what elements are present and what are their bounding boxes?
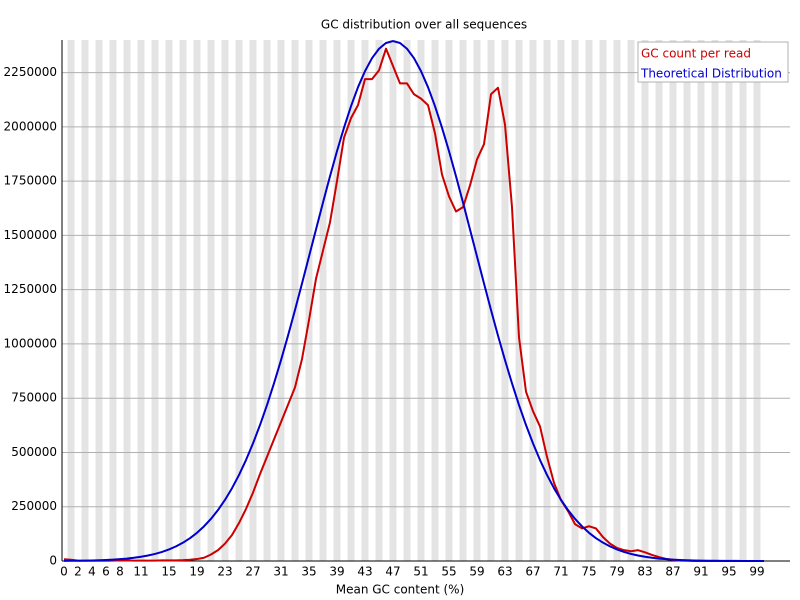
stripe (389, 40, 397, 561)
x-tick-label: 11 (133, 565, 148, 579)
x-tick-label: 2 (74, 565, 82, 579)
x-tick-label: 4 (88, 565, 96, 579)
x-tick-label: 8 (116, 565, 124, 579)
y-tick-label: 2000000 (4, 119, 57, 133)
stripe (669, 40, 677, 561)
x-tick-label: 43 (357, 565, 372, 579)
x-tick-label: 75 (581, 565, 596, 579)
x-tick-label: 0 (60, 565, 68, 579)
stripe (753, 40, 761, 561)
y-tick-label: 750000 (11, 391, 57, 405)
legend-entry: Theoretical Distribution (640, 67, 782, 81)
y-tick-label: 0 (49, 554, 57, 568)
stripe (725, 40, 733, 561)
stripe (571, 40, 579, 561)
stripe (361, 40, 369, 561)
x-tick-label: 47 (385, 565, 400, 579)
legend-box (637, 41, 789, 83)
legend-entry: GC count per read (641, 47, 751, 61)
stripe (711, 40, 719, 561)
x-tick-label: 67 (525, 565, 540, 579)
stripe (599, 40, 607, 561)
x-tick-label: 51 (413, 565, 428, 579)
x-tick-label: 59 (469, 565, 484, 579)
x-tick-label: 71 (553, 565, 568, 579)
stripe (165, 40, 173, 561)
stripe (221, 40, 229, 561)
stripe (95, 40, 103, 561)
series-line (63, 40, 765, 562)
x-tick-label: 39 (329, 565, 344, 579)
stripe (263, 40, 271, 561)
stripe (375, 40, 383, 561)
x-tick-label: 31 (273, 565, 288, 579)
stripe (557, 40, 565, 561)
x-tick-label: 91 (693, 565, 708, 579)
stripe (179, 40, 187, 561)
stripe (739, 40, 747, 561)
stripe (151, 40, 159, 561)
x-tick-label: 63 (497, 565, 512, 579)
stripe (445, 40, 453, 561)
stripe (319, 40, 327, 561)
stripe (305, 40, 313, 561)
y-tick-label: 1250000 (4, 282, 57, 296)
stripe (683, 40, 691, 561)
stripe (585, 40, 593, 561)
x-tick-label: 83 (637, 565, 652, 579)
y-tick-label: 1750000 (4, 174, 57, 188)
stripe (291, 40, 299, 561)
stripe (627, 40, 635, 561)
x-tick-label: 79 (609, 565, 624, 579)
series-line (63, 47, 764, 562)
y-tick-label: 1500000 (4, 228, 57, 242)
stripe (333, 40, 341, 561)
stripe (529, 40, 537, 561)
y-tick-label: 1000000 (4, 336, 57, 350)
stripe (109, 40, 117, 561)
y-tick-label: 250000 (11, 499, 57, 513)
x-axis-label: Mean GC content (%) (336, 583, 465, 597)
stripe (641, 40, 649, 561)
stripe (515, 40, 523, 561)
stripe (235, 40, 243, 561)
y-tick-label: 500000 (11, 445, 57, 459)
stripe (347, 40, 355, 561)
stripe (655, 40, 663, 561)
stripe (473, 40, 481, 561)
stripe (417, 40, 425, 561)
stripe (403, 40, 411, 561)
x-tick-label: 55 (441, 565, 456, 579)
stripe (67, 40, 75, 561)
stripe (193, 40, 201, 561)
x-tick-label: 6 (102, 565, 110, 579)
x-tick-label: 35 (301, 565, 316, 579)
x-tick-label: 95 (721, 565, 736, 579)
stripe (613, 40, 621, 561)
chart-title: GC distribution over all sequences (321, 18, 527, 32)
stripe (277, 40, 285, 561)
x-tick-label: 27 (245, 565, 260, 579)
stripe (137, 40, 145, 561)
y-tick-label: 2250000 (4, 65, 57, 79)
stripe (459, 40, 467, 561)
x-tick-label: 23 (217, 565, 232, 579)
x-tick-label: 15 (161, 565, 176, 579)
stripe (501, 40, 509, 561)
x-tick-label: 99 (749, 565, 764, 579)
stripe (81, 40, 89, 561)
x-tick-label: 87 (665, 565, 680, 579)
stripe (431, 40, 439, 561)
stripe (207, 40, 215, 561)
stripe (697, 40, 705, 561)
x-tick-label: 19 (189, 565, 204, 579)
stripe (487, 40, 495, 561)
stripe (249, 40, 257, 561)
stripe (123, 40, 131, 561)
stripe (543, 40, 551, 561)
